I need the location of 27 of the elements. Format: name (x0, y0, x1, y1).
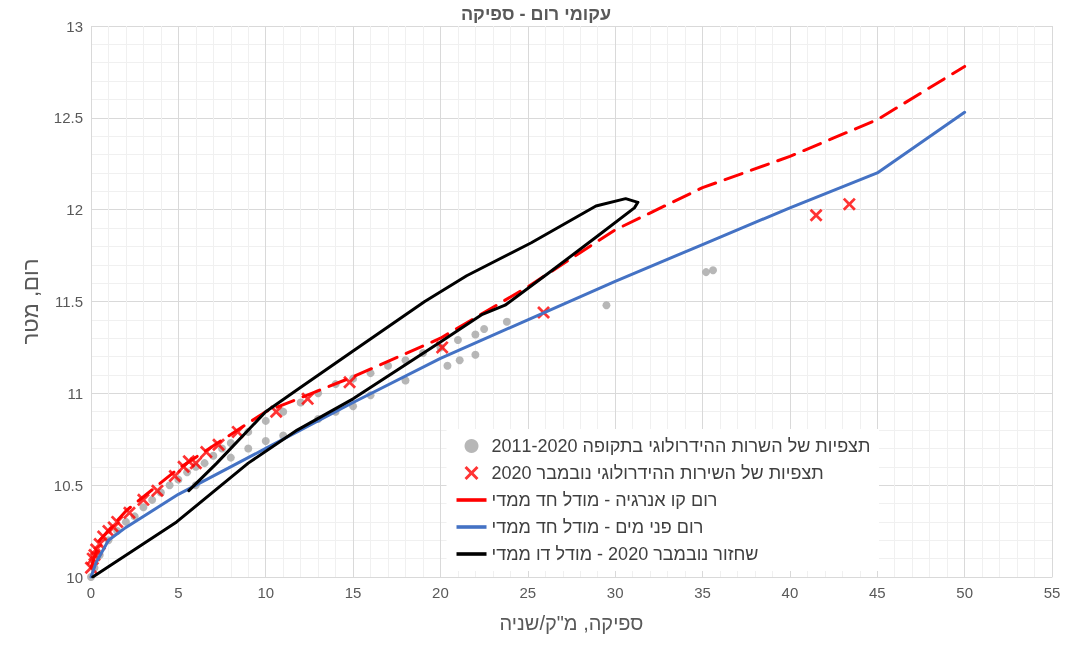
x-tick-label: 25 (519, 584, 537, 601)
legend-label: תצפיות של השירות ההידרולוגי נובמבר 2020 (491, 463, 824, 483)
x-tick-label: 40 (781, 584, 799, 601)
x-tick-label: 20 (432, 584, 449, 601)
legend-label: תצפיות של השרות ההידרולוגי בתקופה 2011-2020 (491, 436, 871, 456)
y-tick-label: 13 (66, 17, 83, 35)
y-axis-title: רום, מטר (17, 258, 43, 345)
x-tick-label: 15 (344, 584, 362, 601)
y-tick-label: 12.5 (53, 109, 83, 127)
x-axis-title: ספיקה, מ"ק/שניה (499, 612, 644, 634)
x-tick-label: 50 (956, 584, 973, 601)
y-tick-label: 10 (66, 568, 83, 586)
x-tick-label: 10 (257, 584, 275, 601)
legend-label: שחזור נובמבר 2020 - מודל דו ממדי (491, 544, 759, 564)
y-tick-label: 11.5 (54, 293, 83, 310)
chart-title: עקומי רום - ספיקה (460, 4, 612, 24)
x-tick-label: 5 (174, 584, 183, 601)
y-tick-label: 12 (66, 201, 83, 219)
legend-label: רום קו אנרגיה - מודל חד ממדי (491, 490, 718, 510)
x-tick-label: 55 (1043, 584, 1061, 601)
x-tick-label: 35 (694, 584, 711, 601)
x-tick-label: 45 (868, 584, 886, 601)
y-tick-label: 11 (67, 384, 83, 402)
y-tick-label: 10.5 (53, 476, 83, 494)
legend-label: רום פני מים - מודל חד ממדי (491, 517, 704, 537)
x-tick-label: 0 (86, 584, 96, 601)
x-tick-label: 30 (606, 584, 624, 601)
